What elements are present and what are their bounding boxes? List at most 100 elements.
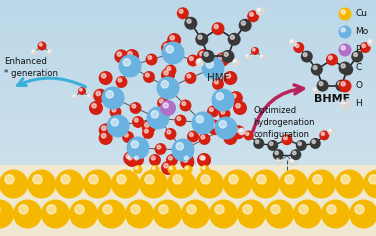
- Circle shape: [148, 56, 152, 59]
- Circle shape: [184, 17, 197, 30]
- Circle shape: [369, 40, 371, 42]
- Circle shape: [145, 123, 149, 127]
- Circle shape: [72, 93, 78, 100]
- Circle shape: [156, 76, 179, 100]
- Circle shape: [163, 103, 168, 108]
- Bar: [0, 50, 376, 52]
- Bar: [0, 134, 376, 136]
- Text: P: P: [355, 46, 360, 55]
- Circle shape: [344, 66, 347, 70]
- Circle shape: [145, 175, 154, 184]
- Circle shape: [244, 131, 254, 140]
- Circle shape: [202, 56, 224, 80]
- Circle shape: [87, 95, 89, 97]
- Circle shape: [289, 158, 297, 166]
- Circle shape: [142, 120, 156, 134]
- Circle shape: [251, 169, 280, 198]
- Circle shape: [182, 102, 186, 105]
- Circle shape: [27, 169, 56, 198]
- Circle shape: [329, 129, 331, 131]
- Circle shape: [166, 154, 178, 166]
- Circle shape: [341, 10, 345, 14]
- Circle shape: [187, 205, 196, 214]
- Bar: [0, 60, 376, 62]
- Circle shape: [341, 63, 353, 76]
- Circle shape: [229, 91, 243, 105]
- Circle shape: [211, 124, 215, 128]
- Circle shape: [159, 205, 168, 214]
- Circle shape: [200, 51, 204, 56]
- Circle shape: [233, 59, 236, 62]
- Bar: [0, 110, 376, 112]
- Circle shape: [102, 134, 106, 138]
- Circle shape: [126, 136, 150, 160]
- Circle shape: [223, 169, 252, 198]
- Bar: [0, 72, 376, 74]
- Circle shape: [114, 49, 128, 63]
- Circle shape: [86, 93, 92, 100]
- Circle shape: [237, 199, 266, 228]
- Circle shape: [312, 87, 320, 95]
- Circle shape: [223, 131, 237, 145]
- Bar: [0, 118, 376, 120]
- Bar: [0, 126, 376, 128]
- Circle shape: [183, 158, 188, 162]
- Circle shape: [270, 142, 273, 145]
- Circle shape: [338, 8, 352, 21]
- Circle shape: [30, 49, 37, 56]
- Circle shape: [167, 67, 171, 71]
- Circle shape: [226, 134, 230, 138]
- Circle shape: [171, 139, 194, 161]
- Circle shape: [233, 101, 247, 115]
- Bar: [0, 101, 376, 103]
- Circle shape: [5, 175, 14, 184]
- Circle shape: [133, 165, 143, 174]
- Circle shape: [83, 169, 112, 198]
- Circle shape: [180, 100, 191, 111]
- Circle shape: [181, 199, 210, 228]
- Circle shape: [279, 169, 308, 198]
- Bar: [0, 85, 376, 87]
- Circle shape: [341, 175, 350, 184]
- Bar: [0, 99, 376, 101]
- Circle shape: [135, 167, 138, 169]
- Circle shape: [48, 50, 50, 52]
- Bar: [0, 157, 376, 159]
- Text: HMF: HMF: [207, 73, 229, 83]
- Circle shape: [93, 89, 107, 103]
- Circle shape: [179, 9, 183, 13]
- Bar: [0, 138, 376, 140]
- Circle shape: [38, 42, 47, 51]
- Circle shape: [126, 154, 130, 158]
- Circle shape: [341, 28, 345, 32]
- Circle shape: [198, 35, 202, 39]
- Circle shape: [221, 110, 225, 114]
- Bar: [0, 97, 376, 99]
- Circle shape: [78, 87, 86, 95]
- Bar: [0, 23, 376, 25]
- Circle shape: [164, 164, 168, 168]
- Circle shape: [344, 87, 352, 95]
- Circle shape: [209, 199, 238, 228]
- Circle shape: [99, 131, 113, 145]
- Circle shape: [258, 8, 260, 11]
- Circle shape: [149, 154, 161, 166]
- Circle shape: [275, 151, 278, 155]
- Circle shape: [195, 169, 224, 198]
- Circle shape: [165, 65, 176, 76]
- Circle shape: [132, 154, 144, 166]
- Circle shape: [199, 154, 211, 166]
- Circle shape: [32, 50, 34, 52]
- Circle shape: [196, 116, 203, 123]
- Bar: [0, 17, 376, 19]
- Circle shape: [341, 64, 345, 68]
- Bar: [0, 0, 376, 2]
- Circle shape: [124, 133, 128, 137]
- Circle shape: [338, 97, 352, 110]
- Text: Optimized
hydrogenation
configuration: Optimized hydrogenation configuration: [253, 106, 314, 139]
- Circle shape: [144, 129, 148, 133]
- Circle shape: [211, 122, 215, 126]
- Bar: [0, 136, 376, 138]
- Circle shape: [224, 52, 228, 56]
- Circle shape: [61, 175, 70, 184]
